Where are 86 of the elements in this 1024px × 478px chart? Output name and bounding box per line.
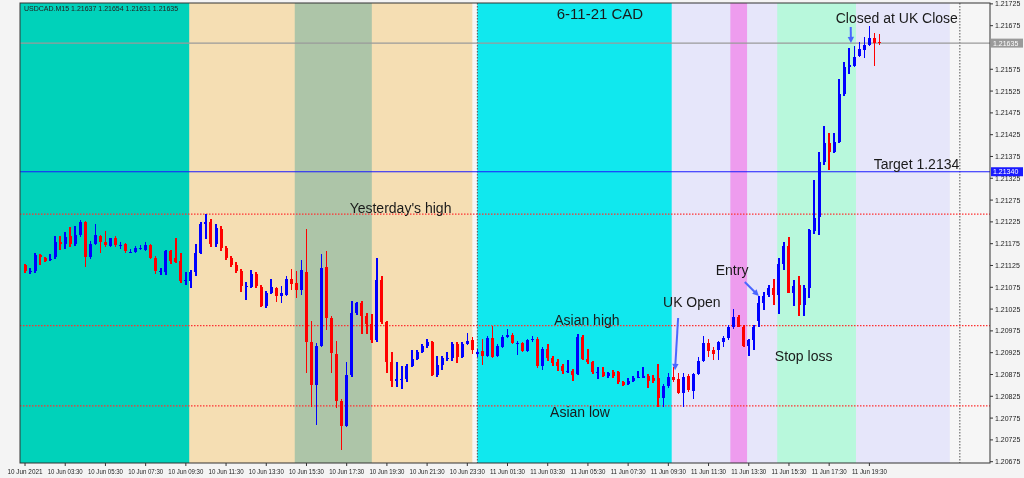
annotation: Closed at UK Close bbox=[835, 9, 959, 26]
candlestick bbox=[812, 178, 816, 235]
candlestick bbox=[566, 359, 570, 374]
candlestick bbox=[676, 372, 680, 395]
candlestick bbox=[541, 345, 545, 371]
candlestick bbox=[174, 236, 178, 265]
candlestick bbox=[390, 350, 394, 388]
candlestick bbox=[68, 225, 72, 248]
candlestick bbox=[179, 252, 183, 284]
candlestick bbox=[304, 228, 308, 375]
candlestick bbox=[490, 325, 494, 360]
candlestick bbox=[370, 313, 374, 344]
candlestick bbox=[717, 340, 721, 361]
annotation: Yesterday's high bbox=[349, 199, 452, 216]
candlestick bbox=[792, 279, 796, 307]
candlestick bbox=[33, 252, 37, 274]
candlestick bbox=[742, 324, 746, 348]
candlestick bbox=[862, 36, 866, 59]
candlestick bbox=[360, 299, 364, 335]
candlestick bbox=[782, 241, 786, 272]
candlestick bbox=[797, 275, 801, 317]
candlestick bbox=[757, 295, 761, 328]
candlestick bbox=[636, 370, 640, 380]
candlestick bbox=[827, 132, 831, 171]
candlestick bbox=[455, 341, 459, 364]
candlestick bbox=[214, 223, 218, 248]
annotation: Entry bbox=[715, 261, 749, 278]
annotation: Target 1.2134 bbox=[873, 155, 960, 172]
candlestick bbox=[299, 258, 303, 296]
candlestick bbox=[284, 275, 288, 297]
candlestick bbox=[697, 356, 700, 377]
candlestick bbox=[656, 363, 660, 408]
candlestick bbox=[852, 45, 856, 68]
candlestick bbox=[581, 334, 585, 361]
candlestick bbox=[641, 366, 645, 380]
candlestick bbox=[586, 348, 590, 365]
candlestick bbox=[239, 268, 243, 293]
candlestick bbox=[48, 253, 52, 262]
candlestick bbox=[691, 371, 695, 400]
candlestick bbox=[219, 224, 223, 252]
candlestick bbox=[244, 281, 248, 301]
candlestick bbox=[832, 132, 836, 154]
candlestick bbox=[661, 383, 665, 408]
candlestick bbox=[822, 125, 826, 167]
candlestick bbox=[209, 218, 213, 249]
candlestick bbox=[194, 243, 198, 277]
candlestick bbox=[294, 269, 298, 300]
candlestick bbox=[88, 239, 92, 260]
candlestick bbox=[249, 269, 253, 290]
candlestick bbox=[98, 234, 102, 255]
candlestick bbox=[38, 253, 42, 266]
annotation: Stop loss bbox=[774, 347, 833, 364]
candlestick bbox=[445, 351, 449, 363]
candlestick bbox=[119, 241, 123, 251]
annotation: Asian high bbox=[554, 311, 620, 328]
candlestick bbox=[159, 266, 163, 276]
candlestick bbox=[752, 324, 756, 351]
candlestick bbox=[154, 255, 158, 276]
candlestick bbox=[702, 335, 706, 363]
candlestick bbox=[93, 223, 97, 246]
candlestick bbox=[164, 248, 168, 276]
candlestick bbox=[732, 308, 736, 330]
candlestick bbox=[53, 234, 57, 260]
candlestick bbox=[872, 31, 876, 68]
candlestick bbox=[867, 25, 871, 48]
candlestick bbox=[681, 372, 685, 408]
candlestick bbox=[802, 284, 806, 317]
annotation: Asian low bbox=[550, 403, 611, 420]
candlestick bbox=[596, 366, 600, 381]
candlestick bbox=[847, 47, 851, 75]
candlestick bbox=[310, 319, 313, 408]
candlestick bbox=[289, 268, 293, 291]
candlestick bbox=[365, 311, 369, 335]
candlestick bbox=[400, 364, 404, 390]
candlestick bbox=[772, 278, 776, 307]
candlestick bbox=[762, 291, 766, 312]
candlestick bbox=[259, 284, 263, 309]
chart-title: 6-11-21 CAD bbox=[556, 5, 644, 22]
candlestick bbox=[485, 335, 489, 358]
candlestick bbox=[73, 224, 77, 247]
candlestick bbox=[480, 338, 484, 367]
candlestick bbox=[450, 340, 454, 362]
candlestick bbox=[184, 271, 188, 286]
candlestick bbox=[28, 267, 32, 276]
candlestick bbox=[189, 268, 193, 289]
candlestick bbox=[435, 354, 439, 378]
